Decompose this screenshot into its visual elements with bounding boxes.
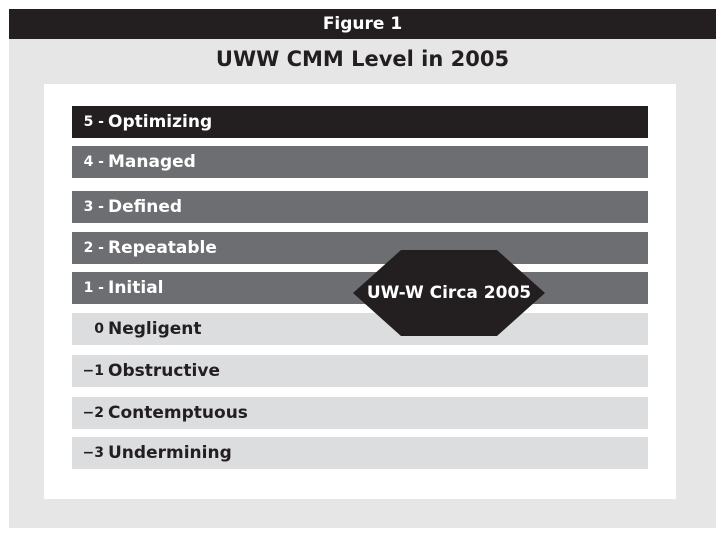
current-level-marker: UW-W Circa 2005: [353, 250, 545, 336]
level-row-optimizing: 5 - Optimizing: [72, 106, 648, 138]
level-row-obstructive: −1 Obstructive: [72, 355, 648, 387]
level-row-repeatable: 2 - Repeatable: [72, 232, 648, 264]
current-level-label: UW-W Circa 2005: [366, 283, 532, 303]
level-row-contemptuous: −2 Contemptuous: [72, 397, 648, 429]
level-number: 4 -: [83, 154, 104, 170]
level-name: Contemptuous: [108, 403, 248, 423]
level-name: Defined: [108, 197, 183, 217]
figure-label: Figure 1: [9, 9, 716, 39]
level-name: Undermining: [108, 443, 232, 463]
level-row-negligent: 0 Negligent: [72, 313, 648, 345]
level-number: −2: [82, 405, 104, 421]
level-name: Obstructive: [108, 361, 220, 381]
level-name: Initial: [108, 278, 164, 298]
level-row-undermining: −3 Undermining: [72, 437, 648, 469]
level-row-managed: 4 - Managed: [72, 146, 648, 178]
level-number: 2 -: [83, 240, 104, 256]
level-number: 0: [94, 321, 104, 337]
level-name: Managed: [108, 152, 196, 172]
level-number: 1 -: [83, 280, 104, 296]
figure-title: UWW CMM Level in 2005: [215, 47, 510, 71]
level-name: Negligent: [108, 319, 202, 339]
level-number: 3 -: [83, 199, 104, 215]
hexagon-shape: [353, 250, 545, 336]
level-name: Optimizing: [108, 112, 213, 132]
level-name: Repeatable: [108, 238, 217, 258]
level-number: 5 -: [83, 114, 104, 130]
level-row-defined: 3 - Defined: [72, 191, 648, 223]
level-number: −1: [82, 363, 104, 379]
level-number: −3: [82, 445, 104, 461]
